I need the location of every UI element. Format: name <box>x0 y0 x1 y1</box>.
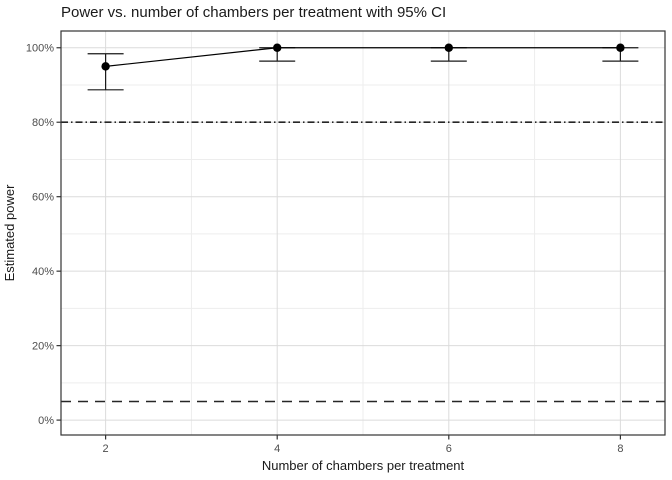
x-tick-label: 6 <box>446 443 452 455</box>
x-tick-label: 2 <box>103 443 109 455</box>
data-point <box>616 43 625 52</box>
y-tick-label: 40% <box>32 266 54 278</box>
data-line <box>105 47 621 67</box>
y-tick-label: 20% <box>32 340 54 352</box>
chart-title: Power vs. number of chambers per treatme… <box>61 4 447 21</box>
x-tick-label: 4 <box>274 443 280 455</box>
y-tick-label: 0% <box>38 415 54 427</box>
x-tick-label: 8 <box>617 443 623 455</box>
y-axis-title: Estimated power <box>2 184 17 282</box>
data-point <box>101 62 110 71</box>
panel-border <box>60 30 666 436</box>
y-tick-label: 80% <box>32 117 54 129</box>
x-axis-title: Number of chambers per treatment <box>261 458 465 473</box>
data-point <box>273 43 282 52</box>
y-tick-label: 100% <box>26 43 54 55</box>
y-tick-label: 60% <box>32 192 54 204</box>
data-point <box>444 43 453 52</box>
